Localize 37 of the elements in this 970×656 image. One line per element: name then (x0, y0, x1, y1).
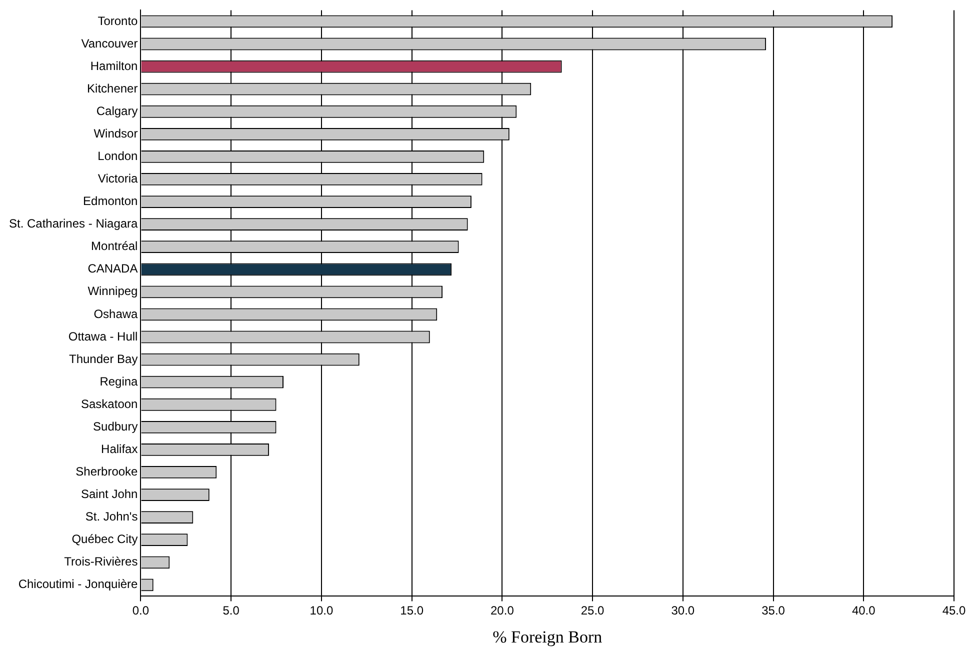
y-tick-label: Montréal (91, 239, 138, 254)
y-tick-label: Victoria (98, 172, 138, 186)
y-tick-label: Toronto (98, 14, 138, 28)
x-tick-label: 0.0 (132, 604, 150, 618)
y-tick-label: Kitchener (87, 81, 138, 96)
y-tick-label: Oshawa (94, 306, 138, 321)
x-tick-label: 45.0 (942, 604, 966, 618)
y-tick-label: Ottawa - Hull (68, 329, 138, 344)
x-tick-label: 25.0 (580, 604, 605, 618)
y-tick-label: Trois-Rivières (64, 554, 138, 569)
x-tick-label: 10.0 (310, 604, 334, 618)
y-tick-label: Saint John (81, 487, 138, 502)
x-tick-label: 15.0 (400, 604, 424, 618)
y-tick-label: Vancouver (81, 36, 138, 50)
y-tick-label: CANADA (88, 262, 138, 276)
y-tick-label: London (98, 149, 138, 164)
y-tick-label: Edmonton (83, 194, 138, 208)
y-tick-label: Sherbrooke (76, 464, 138, 479)
y-tick-label: Thunder Bay (69, 352, 138, 366)
y-tick-label: St. Catharines - Niagara (8, 216, 138, 231)
x-axis-title: % Foreign Born (492, 627, 603, 646)
y-tick-label: Regina (100, 374, 138, 388)
x-tick-label: 30.0 (671, 604, 695, 618)
y-tick-label: Winnipeg (88, 284, 138, 298)
y-tick-label: St. John's (85, 510, 138, 524)
x-tick-label: 35.0 (762, 604, 786, 618)
x-tick-label: 20.0 (490, 604, 514, 618)
y-tick-label: Sudbury (93, 419, 138, 434)
x-tick-label: 5.0 (222, 604, 240, 618)
y-tick-label: Halifax (101, 442, 138, 456)
x-tick-label: 40.0 (852, 604, 876, 618)
y-tick-label: Hamilton (90, 58, 138, 73)
y-tick-label: Québec City (72, 532, 138, 546)
y-tick-label: Windsor (94, 126, 138, 140)
y-tick-label: Chicoutimi - Jonquière (18, 577, 138, 592)
y-tick-label: Saskatoon (81, 396, 138, 411)
y-tick-label: Calgary (96, 104, 138, 118)
